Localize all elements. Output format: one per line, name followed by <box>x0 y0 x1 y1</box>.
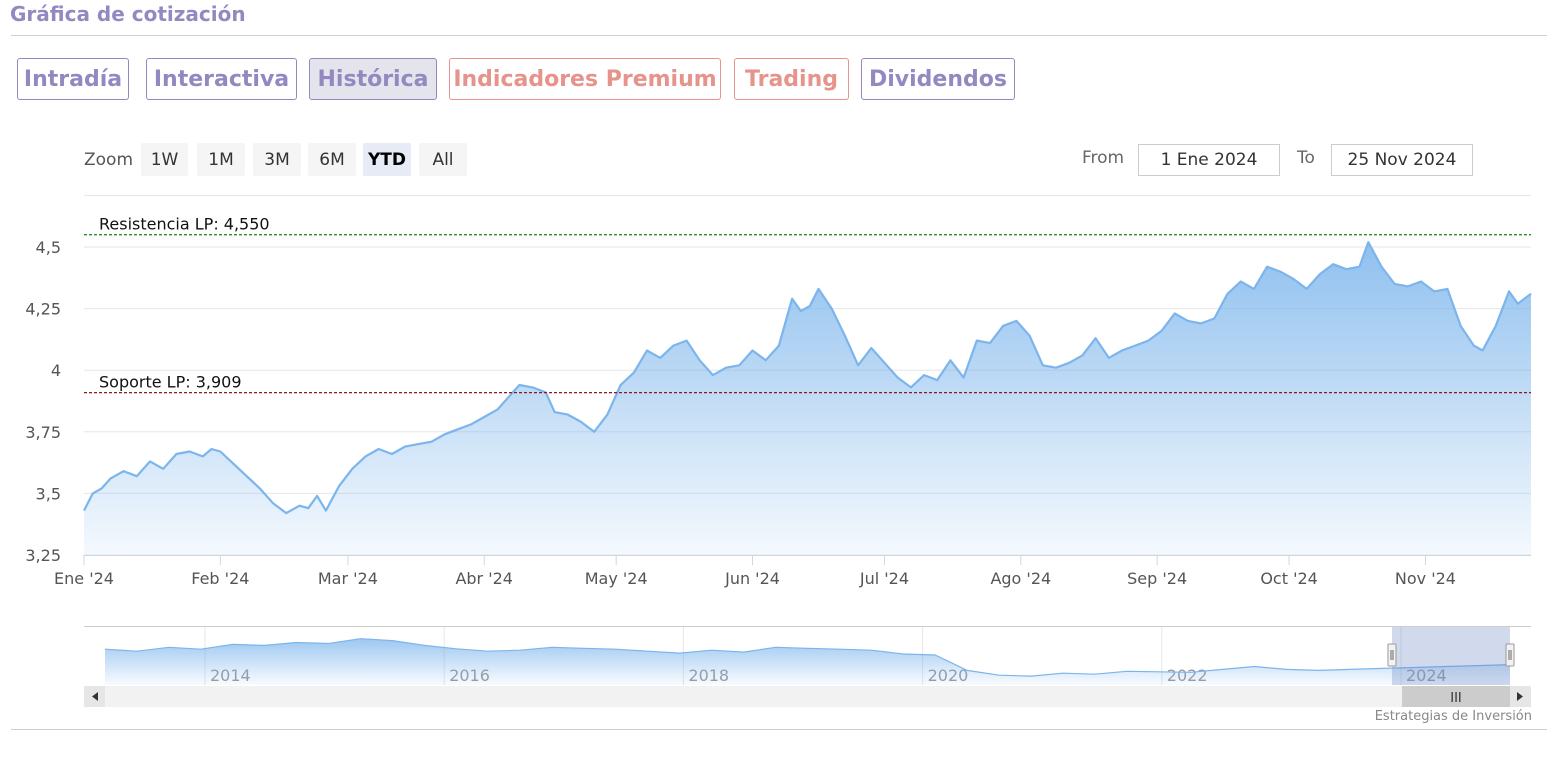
scroll-left-arrow-icon <box>92 692 98 701</box>
x-tick-label: Abr '24 <box>455 569 513 588</box>
chart-credit[interactable]: Estrategias de Inversión <box>1374 709 1532 724</box>
navigator-window <box>1391 627 1510 685</box>
zoom-1m-button[interactable]: 1M <box>197 143 245 176</box>
y-tick-label: 4 <box>51 361 61 380</box>
navigator-line <box>104 638 1511 677</box>
zoom-1w-button[interactable]: 1W <box>141 143 188 176</box>
support-label: Soporte LP: 3,909 <box>99 373 242 392</box>
x-tick-label: Feb '24 <box>191 569 249 588</box>
x-tick-label: Nov '24 <box>1395 569 1456 588</box>
x-tick-label: Ago '24 <box>990 569 1051 588</box>
scroll-right-arrow-icon <box>1517 692 1523 701</box>
tab-interactiva[interactable]: Interactiva <box>146 58 297 100</box>
y-tick-label: 3,5 <box>36 484 61 503</box>
chart-top-divider <box>84 195 1531 196</box>
x-tick-label: Sep '24 <box>1127 569 1187 588</box>
scrollbar-grip-icon: III <box>1450 691 1462 706</box>
y-tick-label: 3,25 <box>25 546 61 565</box>
from-date-input[interactable]: 1 Ene 2024 <box>1138 144 1280 176</box>
zoom-label: Zoom <box>84 150 134 170</box>
x-tick-label: Mar '24 <box>318 569 378 588</box>
from-label: From <box>1082 148 1125 168</box>
x-tick-label: Oct '24 <box>1260 569 1318 588</box>
to-date-input[interactable]: 25 Nov 2024 <box>1331 144 1473 176</box>
series-area <box>84 242 1531 555</box>
scrollbar-track[interactable] <box>84 686 1531 707</box>
x-tick-label: May '24 <box>585 569 648 588</box>
zoom-6m-button[interactable]: 6M <box>308 143 356 176</box>
series-line <box>83 241 1532 515</box>
tab-historica[interactable]: Histórica <box>309 58 437 100</box>
tab-dividendos[interactable]: Dividendos <box>861 58 1015 100</box>
y-tick-label: 3,75 <box>25 423 61 442</box>
navigator-right-handle[interactable] <box>1505 643 1515 667</box>
zoom-3m-button[interactable]: 3M <box>253 143 301 176</box>
navigator-left-handle[interactable] <box>1387 643 1397 667</box>
y-tick-label: 4,25 <box>25 300 61 319</box>
zoom-ytd-button[interactable]: YTD <box>363 143 411 176</box>
resistance-label: Resistencia LP: 4,550 <box>99 215 270 234</box>
tab-trading[interactable]: Trading <box>734 58 849 100</box>
x-tick-label: Jun '24 <box>724 569 780 588</box>
page-title: Gráfica de cotización <box>10 2 246 26</box>
navigator-area <box>105 638 1510 685</box>
bottom-divider <box>11 729 1547 730</box>
title-divider <box>11 35 1547 36</box>
tab-indicadores-premium[interactable]: Indicadores Premium <box>449 58 721 100</box>
x-tick-label: Jul '24 <box>859 569 909 588</box>
x-tick-label: Ene '24 <box>54 569 114 588</box>
scrollbar-thumb[interactable] <box>1402 686 1510 707</box>
to-label: To <box>1297 148 1315 168</box>
zoom-all-button[interactable]: All <box>419 143 467 176</box>
y-tick-label: 4,5 <box>36 238 61 257</box>
tab-intradia[interactable]: Intradía <box>17 58 129 100</box>
